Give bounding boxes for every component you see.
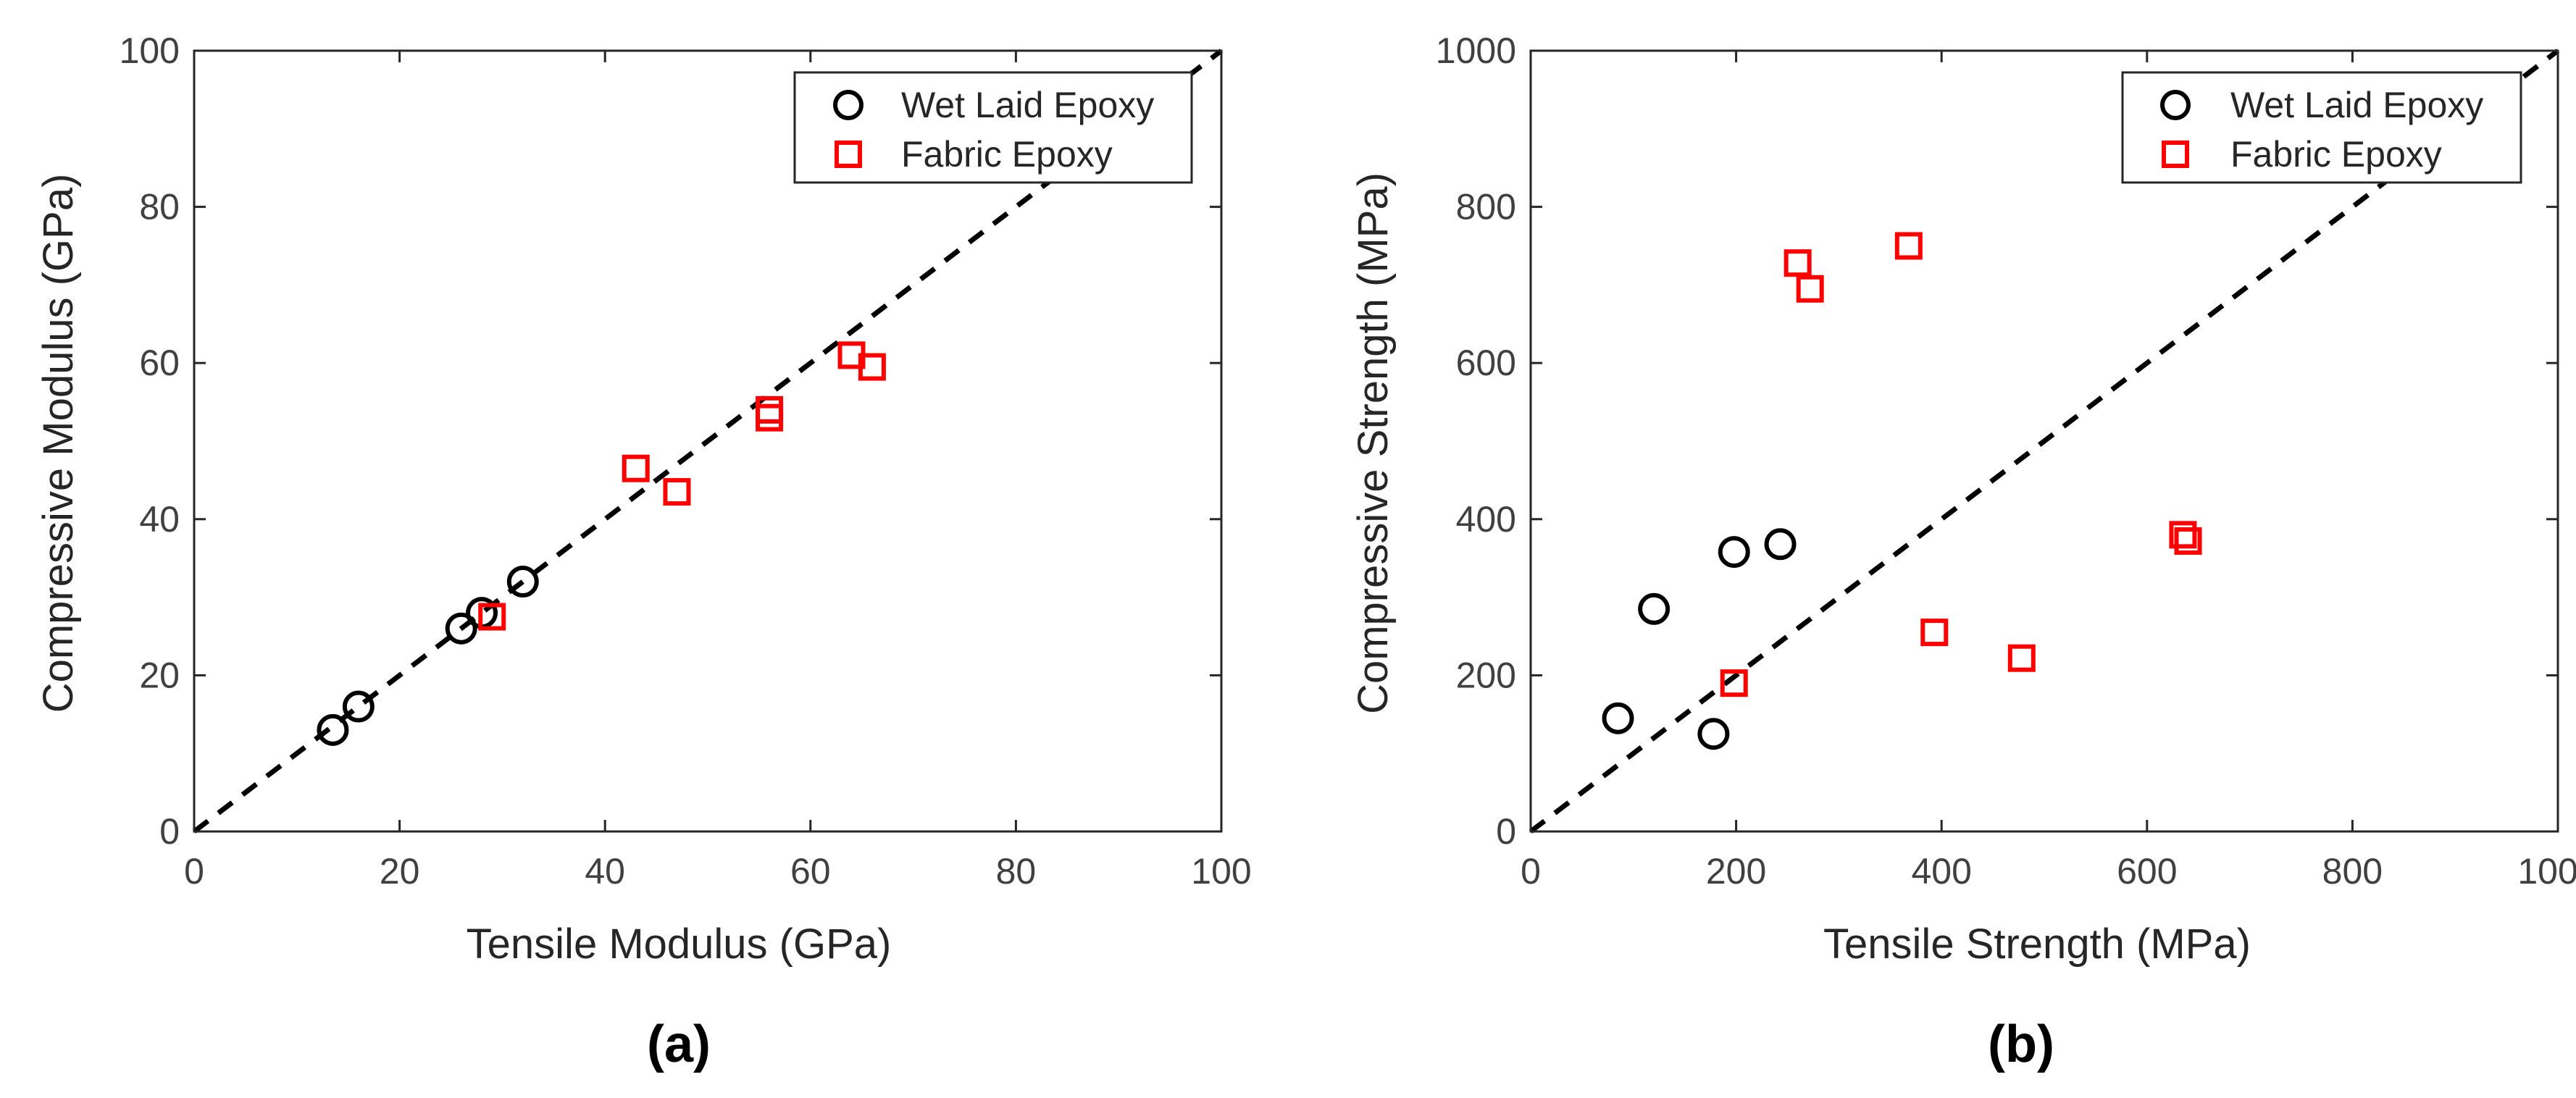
legend-circle-marker	[2160, 90, 2191, 120]
panel-label-b: (b)	[1988, 1015, 2054, 1073]
data-point-fabric-epoxy	[1720, 669, 1748, 697]
panel-label-a: (a)	[647, 1015, 711, 1073]
y-tick-label: 1000	[1436, 30, 1516, 71]
legend-b: Wet Laid Epoxy Fabric Epoxy	[2121, 71, 2522, 184]
y-axis-label-a: Compressive Modulus (GPa)	[35, 174, 82, 713]
data-point-wet-laid-epoxy	[1602, 702, 1634, 734]
data-point-wet-laid-epoxy	[1697, 718, 1730, 750]
y-tick-label: 100	[120, 30, 180, 71]
x-tick-label: 0	[1521, 851, 1541, 892]
chart-panel-a: 0 20 40 60 80 100 0 20 40 60 80 100 Wet Laid Epoxy …	[35, 30, 1252, 1073]
axes-box	[193, 49, 1223, 833]
data-point-fabric-epoxy	[2174, 527, 2202, 555]
legend-label-fabric: Fabric Epoxy	[2230, 134, 2442, 175]
y-tick-label: 400	[1456, 499, 1516, 540]
legend-label-fabric: Fabric Epoxy	[901, 134, 1113, 175]
data-point-fabric-epoxy	[663, 478, 691, 506]
y-tick-label: 40	[139, 499, 180, 540]
x-tick-label: 60	[790, 851, 831, 892]
data-point-fabric-epoxy	[1920, 619, 1949, 647]
axes-box	[1529, 49, 2559, 833]
legend-a: Wet Laid Epoxy Fabric Epoxy	[793, 71, 1193, 184]
plot-area-a: 0 20 40 60 80 100 0 20 40 60 80 100	[120, 30, 1252, 892]
data-point-wet-laid-epoxy	[506, 566, 539, 598]
x-tick-label: 200	[1706, 851, 1766, 892]
y-tick-label: 200	[1456, 655, 1516, 695]
chart-panel-b: 0 200 400 600 800 1000 0 200 400 600 800 1000 Wet L…	[1350, 30, 2576, 1073]
data-point-fabric-epoxy	[1796, 274, 1824, 303]
x-tick-label: 1000	[2517, 851, 2576, 892]
data-point-fabric-epoxy	[2007, 644, 2036, 672]
x-axis-label-b: Tensile Strength (MPa)	[1823, 921, 2251, 968]
x-tick-label: 600	[2117, 851, 2177, 892]
legend-label-wet-laid: Wet Laid Epoxy	[2230, 85, 2483, 125]
data-point-fabric-epoxy	[2169, 521, 2197, 549]
data-point-wet-laid-epoxy	[1764, 528, 1797, 561]
x-tick-label: 400	[1911, 851, 1971, 892]
y-tick-label: 60	[139, 343, 180, 383]
data-point-fabric-epoxy	[478, 603, 506, 631]
data-point-wet-laid-epoxy	[317, 713, 349, 746]
y-tick-label: 80	[139, 187, 180, 227]
y-axis-label-b: Compressive Strength (MPa)	[1350, 172, 1397, 714]
legend-label-wet-laid: Wet Laid Epoxy	[901, 85, 1154, 125]
x-tick-label: 800	[2322, 851, 2383, 892]
data-point-fabric-epoxy	[858, 353, 886, 381]
data-point-fabric-epoxy	[1894, 232, 1923, 260]
y-tick-label: 800	[1456, 187, 1516, 227]
x-axis-label-a: Tensile Modulus (GPa)	[467, 921, 892, 968]
y-tick-label: 0	[159, 811, 180, 852]
x-tick-label: 100	[1191, 851, 1251, 892]
data-point-wet-laid-epoxy	[445, 612, 477, 645]
legend-square-marker	[835, 141, 862, 168]
y-tick-label: 600	[1456, 343, 1516, 383]
y-tick-label: 20	[139, 655, 180, 695]
data-point-fabric-epoxy	[1783, 249, 1812, 277]
legend-circle-marker	[833, 90, 863, 120]
x-tick-label: 80	[996, 851, 1037, 892]
data-point-wet-laid-epoxy	[342, 690, 375, 723]
x-tick-label: 0	[184, 851, 204, 892]
x-tick-label: 40	[585, 851, 625, 892]
data-point-wet-laid-epoxy	[1718, 536, 1750, 569]
data-point-wet-laid-epoxy	[1638, 592, 1670, 625]
data-point-fabric-epoxy	[622, 454, 650, 482]
x-tick-label: 20	[380, 851, 420, 892]
data-point-fabric-epoxy	[756, 395, 784, 424]
legend-square-marker	[2162, 141, 2189, 168]
y-tick-label: 0	[1496, 811, 1516, 852]
